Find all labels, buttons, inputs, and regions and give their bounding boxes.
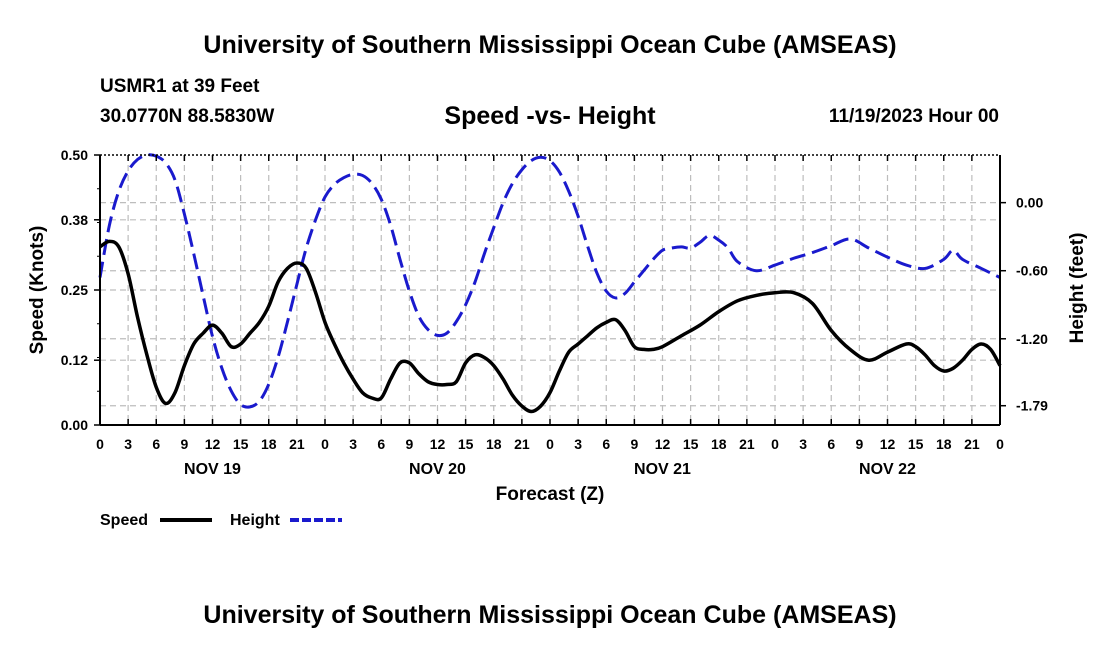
x-tick-label: 12	[430, 436, 446, 452]
x-axis-label: Forecast (Z)	[496, 484, 605, 505]
y2-tick-label: -0.60	[1016, 263, 1048, 279]
y2-tick-label: -1.20	[1016, 331, 1048, 347]
day-label: NOV 21	[634, 461, 691, 478]
x-tick-label: 21	[739, 436, 755, 452]
x-tick-label: 21	[289, 436, 305, 452]
x-tick-label: 21	[964, 436, 980, 452]
x-tick-label: 9	[855, 436, 863, 452]
x-tick-label: 0	[996, 436, 1004, 452]
y-tick-label: 0.50	[61, 147, 88, 163]
series-layer	[98, 153, 1002, 414]
height-series-line	[98, 153, 1001, 409]
y-tick-label: 0.12	[61, 352, 88, 368]
day-label: NOV 20	[409, 461, 466, 478]
y-tick-label: 0.25	[61, 282, 88, 298]
x-tick-label: 9	[180, 436, 188, 452]
chart-title-bottom: University of Southern Mississippi Ocean…	[203, 601, 897, 629]
x-tick-label: 6	[827, 436, 835, 452]
x-tick-label: 15	[233, 436, 249, 452]
x-tick-label: 9	[405, 436, 413, 452]
station-coordinates: 30.0770N 88.5830W	[100, 106, 275, 127]
y2-tick-label: 0.00	[1016, 195, 1043, 211]
x-tick-label: 6	[377, 436, 385, 452]
y2-axis-label: Height (feet)	[1067, 233, 1088, 344]
x-tick-label: 15	[683, 436, 699, 452]
y2-tick-label: -1.79	[1016, 398, 1048, 414]
x-tick-label: 15	[908, 436, 924, 452]
x-tick-label: 0	[96, 436, 104, 452]
x-tick-label: 6	[602, 436, 610, 452]
x-tick-label: 3	[349, 436, 357, 452]
x-tick-label: 12	[205, 436, 221, 452]
x-tick-label: 3	[799, 436, 807, 452]
chart-title-top: University of Southern Mississippi Ocean…	[203, 31, 897, 59]
y-tick-label: 0.00	[61, 417, 88, 433]
x-tick-label: 18	[261, 436, 277, 452]
chart-subtitle: Speed -vs- Height	[444, 102, 656, 130]
x-tick-label: 18	[711, 436, 727, 452]
x-tick-label: 0	[321, 436, 329, 452]
station-label: USMR1 at 39 Feet	[100, 76, 260, 97]
x-tick-label: 15	[458, 436, 474, 452]
x-tick-label: 3	[574, 436, 582, 452]
x-tick-label: 0	[771, 436, 779, 452]
x-tick-label: 3	[124, 436, 132, 452]
x-tick-label: 21	[514, 436, 530, 452]
x-tick-label: 12	[880, 436, 896, 452]
legend: Speed Height	[100, 512, 342, 529]
x-tick-label: 12	[655, 436, 671, 452]
x-tick-label: 9	[630, 436, 638, 452]
day-label: NOV 22	[859, 461, 916, 478]
legend-speed-label: Speed	[100, 512, 148, 529]
x-tick-label: 6	[152, 436, 160, 452]
y-tick-label: 0.38	[61, 212, 88, 228]
forecast-datetime: 11/19/2023 Hour 00	[828, 106, 999, 127]
y-axis-label: Speed (Knots)	[27, 226, 48, 355]
speed-series-line	[99, 239, 1002, 414]
axes: 0 3 6 9 12 15 18 21 0 3 6 9 12 15 18 21 0 3 6 9 12 15 18 21 0 3 6 9…	[61, 147, 1048, 478]
x-tick-label: 18	[486, 436, 502, 452]
legend-height-label: Height	[230, 512, 280, 529]
grid-lines	[100, 155, 1000, 425]
day-label: NOV 19	[184, 461, 241, 478]
x-tick-label: 18	[936, 436, 952, 452]
x-tick-label: 0	[546, 436, 554, 452]
